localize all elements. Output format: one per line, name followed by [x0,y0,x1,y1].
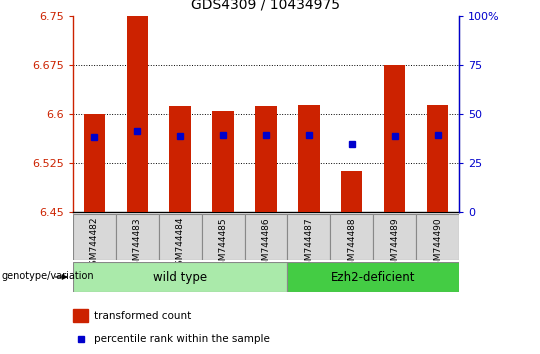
Bar [73,214,116,260]
Text: GSM744487: GSM744487 [305,217,313,272]
Bar [416,214,459,260]
Text: GSM744486: GSM744486 [261,217,271,272]
Text: Ezh2-deficient: Ezh2-deficient [331,270,415,284]
Bar [373,214,416,260]
Bar [341,171,362,212]
Title: GDS4309 / 10434975: GDS4309 / 10434975 [192,0,340,12]
Text: genotype/variation: genotype/variation [2,270,94,280]
Bar [298,105,320,212]
Bar [170,106,191,212]
Bar [212,111,234,212]
Bar [126,16,148,212]
Bar [330,214,373,260]
Text: GSM744482: GSM744482 [90,217,99,272]
Bar [201,214,245,260]
Bar [245,214,287,260]
Bar [73,309,89,322]
Text: GSM744483: GSM744483 [133,217,141,272]
Text: transformed count: transformed count [94,311,191,321]
Bar [427,105,448,212]
Bar [84,114,105,212]
Bar [287,262,459,292]
Bar [159,214,201,260]
Text: wild type: wild type [153,270,207,284]
Bar [384,65,406,212]
Text: GSM744490: GSM744490 [433,217,442,272]
Bar [287,214,330,260]
Bar [255,105,276,212]
Text: GSM744489: GSM744489 [390,217,399,272]
Text: percentile rank within the sample: percentile rank within the sample [94,334,270,344]
Text: GSM744488: GSM744488 [347,217,356,272]
Text: GSM744485: GSM744485 [219,217,227,272]
Bar [73,262,287,292]
Text: GSM744484: GSM744484 [176,217,185,272]
Bar [116,214,159,260]
